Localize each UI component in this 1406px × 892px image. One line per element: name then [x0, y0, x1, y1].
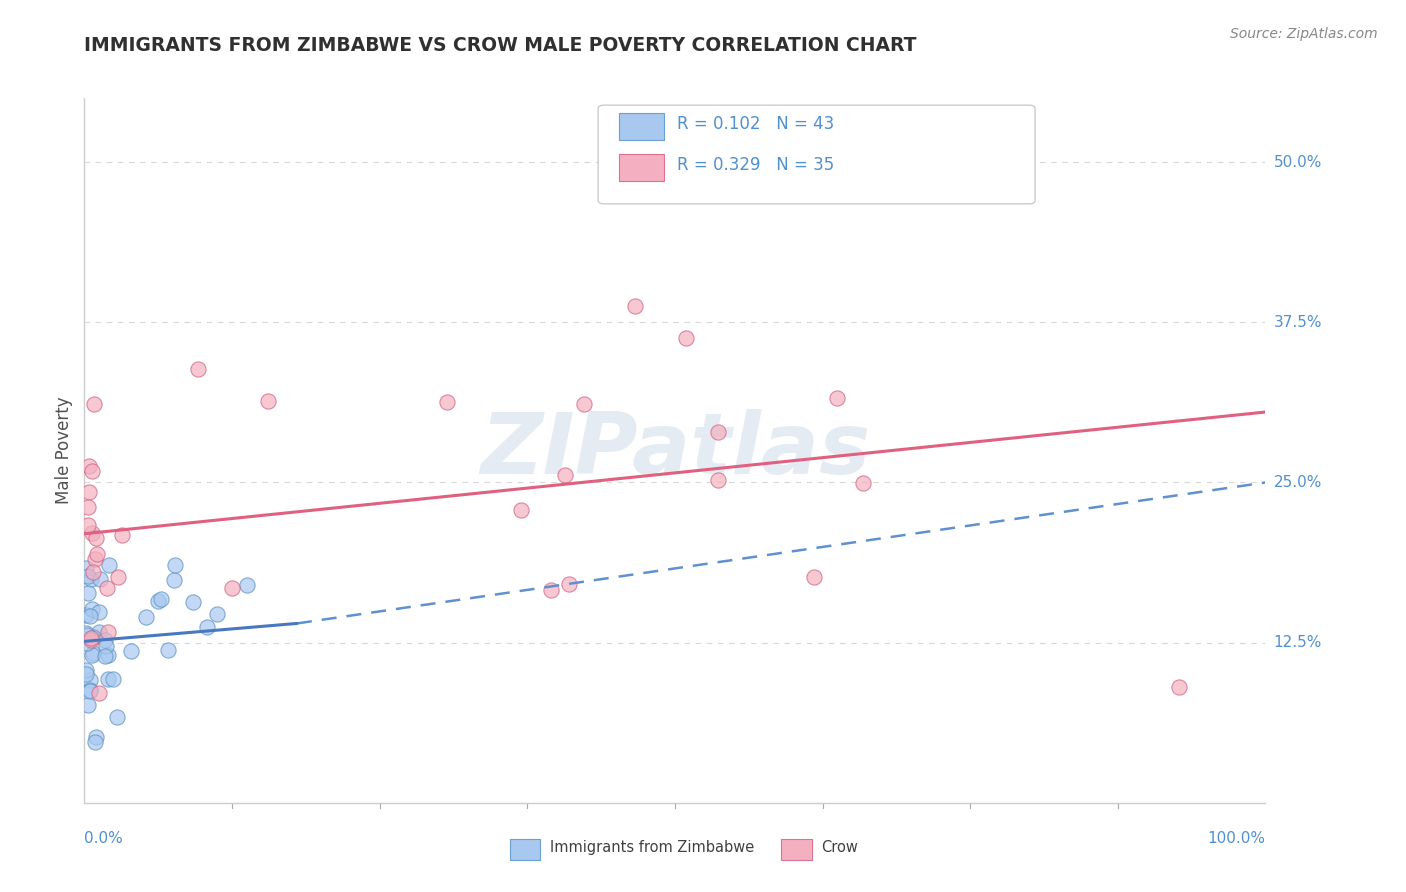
Point [97, 672, 120, 686]
Point [94, 649, 117, 664]
Text: Immigrants from Zimbabwe: Immigrants from Zimbabwe [550, 839, 754, 855]
Text: Crow: Crow [821, 839, 858, 855]
Point [165, 558, 187, 572]
Point [94, 639, 117, 653]
Point [98, 558, 121, 572]
Point [94, 633, 117, 648]
FancyBboxPatch shape [782, 838, 811, 860]
Point [89, 605, 111, 619]
Point [75, 663, 97, 677]
Point [79, 485, 101, 500]
Point [89, 572, 111, 586]
Point [120, 644, 142, 658]
Point [75, 625, 97, 640]
Point [235, 578, 257, 592]
Point [540, 583, 562, 598]
Point [257, 394, 280, 409]
Text: 37.5%: 37.5% [1274, 315, 1322, 330]
Point [111, 527, 134, 541]
Point [75, 607, 97, 622]
Point [148, 593, 170, 607]
Point [510, 503, 533, 517]
Text: 100.0%: 100.0% [1208, 831, 1265, 846]
FancyBboxPatch shape [598, 105, 1035, 204]
Point [86, 547, 108, 561]
Point [84, 552, 107, 566]
Point [205, 607, 228, 622]
Point [75, 667, 97, 681]
Point [105, 710, 128, 724]
Point [97, 624, 120, 639]
Point [87, 624, 110, 639]
Point [195, 620, 218, 634]
Point [557, 577, 579, 591]
Point [82, 565, 104, 579]
Point [83, 735, 105, 749]
Text: ZIPatlas: ZIPatlas [479, 409, 870, 492]
Point [183, 595, 205, 609]
Point [624, 299, 647, 313]
Point [76, 518, 98, 533]
Point [77, 569, 100, 583]
Point [572, 397, 595, 411]
Point [156, 643, 179, 657]
Point [82, 646, 104, 660]
Point [97, 648, 120, 662]
Text: 25.0%: 25.0% [1274, 475, 1322, 490]
FancyBboxPatch shape [509, 838, 540, 860]
Point [87, 686, 110, 700]
Point [77, 459, 100, 474]
Point [84, 730, 107, 744]
Point [77, 698, 100, 712]
Point [101, 672, 124, 686]
Point [79, 608, 101, 623]
Point [825, 392, 848, 406]
Point [107, 570, 129, 584]
Point [76, 628, 98, 642]
Point [135, 610, 157, 624]
Point [76, 635, 98, 649]
Point [80, 464, 103, 478]
Point [86, 532, 108, 546]
Point [187, 362, 209, 376]
Point [80, 632, 103, 647]
Point [83, 396, 105, 410]
FancyBboxPatch shape [620, 113, 664, 140]
Point [707, 425, 730, 439]
Point [82, 648, 104, 662]
FancyBboxPatch shape [620, 153, 664, 180]
Text: Source: ZipAtlas.com: Source: ZipAtlas.com [1230, 27, 1378, 41]
Point [79, 683, 101, 698]
Point [706, 473, 728, 487]
Point [1168, 680, 1191, 694]
Y-axis label: Male Poverty: Male Poverty [55, 397, 73, 504]
Text: 50.0%: 50.0% [1274, 154, 1322, 169]
Text: 0.0%: 0.0% [84, 831, 124, 846]
Point [803, 570, 825, 584]
Text: R = 0.329   N = 35: R = 0.329 N = 35 [678, 156, 835, 174]
Point [80, 573, 103, 587]
Point [436, 394, 458, 409]
Point [75, 560, 97, 574]
Point [79, 673, 101, 687]
Point [852, 476, 875, 491]
Text: 12.5%: 12.5% [1274, 635, 1322, 650]
Point [80, 601, 103, 615]
Point [221, 581, 243, 595]
Point [76, 500, 98, 514]
Point [163, 573, 186, 587]
Point [82, 630, 104, 644]
Point [80, 526, 103, 541]
Point [554, 468, 576, 483]
Point [79, 682, 101, 697]
Text: IMMIGRANTS FROM ZIMBABWE VS CROW MALE POVERTY CORRELATION CHART: IMMIGRANTS FROM ZIMBABWE VS CROW MALE PO… [84, 36, 917, 54]
Point [76, 586, 98, 600]
Point [96, 581, 118, 595]
Point [675, 330, 697, 344]
Text: R = 0.102   N = 43: R = 0.102 N = 43 [678, 115, 835, 133]
Point [80, 631, 103, 645]
Point [150, 591, 173, 606]
